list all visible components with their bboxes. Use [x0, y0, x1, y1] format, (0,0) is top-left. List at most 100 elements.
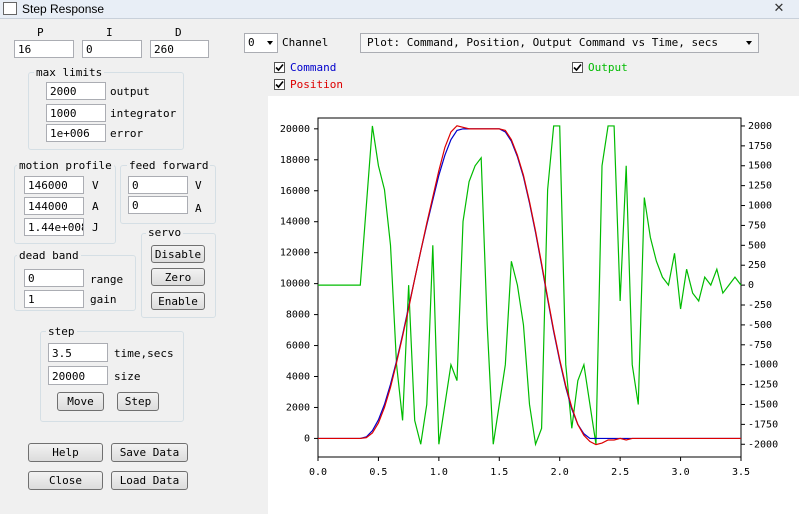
y-tick-label: 0	[304, 433, 310, 444]
field-label: integrator	[110, 107, 177, 120]
input[interactable]: 1e+006	[46, 124, 106, 142]
check-mark	[275, 80, 284, 89]
save-data-button[interactable]: Save Data	[111, 443, 188, 462]
legend-checkbox[interactable]	[572, 62, 583, 73]
close-button[interactable]: Close	[28, 471, 103, 490]
field-label: J	[92, 221, 99, 234]
y2-tick-label: -750	[748, 340, 772, 351]
field-label: output	[110, 85, 150, 98]
y2-tick-label: -1750	[748, 419, 778, 430]
i-input[interactable]: 0	[82, 40, 142, 58]
check-mark	[573, 63, 582, 72]
p-input[interactable]: 16	[14, 40, 74, 58]
y2-tick-label: -250	[748, 300, 772, 311]
input[interactable]: 1000	[46, 104, 106, 122]
y2-tick-label: 1750	[748, 141, 772, 152]
pid-label: D	[175, 26, 182, 39]
channel-value: 0	[248, 36, 255, 49]
disable-button[interactable]: Disable	[151, 245, 205, 263]
y-tick-label: 20000	[280, 124, 310, 135]
close-window[interactable]: ✕	[773, 0, 785, 15]
group-title: step	[46, 325, 77, 338]
y2-tick-label: -1250	[748, 380, 778, 391]
app-icon	[3, 2, 17, 15]
move-button[interactable]: Move	[57, 392, 104, 411]
enable-button[interactable]: Enable	[151, 292, 205, 310]
group-title: motion profile	[17, 159, 114, 172]
field-label: size	[114, 370, 141, 383]
input[interactable]: 144000	[24, 197, 84, 215]
input[interactable]: 2000	[46, 82, 106, 100]
y-tick-label: 12000	[280, 248, 310, 259]
y2-tick-label: 1250	[748, 181, 772, 192]
y2-tick-label: -1000	[748, 360, 778, 371]
y-tick-label: 10000	[280, 279, 310, 290]
group-title: servo	[146, 226, 184, 239]
legend-checkbox[interactable]	[274, 79, 285, 90]
help-button[interactable]: Help	[28, 443, 103, 462]
x-tick-label: 0.5	[369, 467, 387, 478]
plot-dropdown[interactable]: Plot: Command, Position, Output Command …	[360, 33, 759, 53]
x-tick-label: 1.5	[490, 467, 508, 478]
y2-tick-label: 750	[748, 220, 766, 231]
input[interactable]: 146000	[24, 176, 84, 194]
y-tick-label: 4000	[286, 372, 310, 383]
group-title: feed forward	[127, 159, 211, 172]
field-label: range	[90, 273, 124, 286]
y2-tick-label: 1000	[748, 201, 772, 212]
group-box	[40, 331, 184, 422]
field-label: V	[195, 179, 202, 192]
chart: 0.0 0.5 1.0 1.5 2.0 2.5 3.0 3.5 0 2000 4000 6000 800…	[280, 117, 778, 478]
field-label: A	[92, 200, 99, 213]
load-data-button[interactable]: Load Data	[111, 471, 188, 490]
dropdown-arrow	[267, 41, 273, 45]
pid-label: P	[37, 26, 44, 39]
field-label: error	[110, 127, 144, 140]
y2-tick-label: 2000	[748, 121, 772, 132]
y2-tick-label: 0	[748, 280, 754, 291]
input[interactable]: 1	[24, 290, 84, 308]
y-tick-label: 8000	[286, 310, 310, 321]
group-title: max limits	[34, 66, 105, 79]
y2-tick-label: 500	[748, 240, 766, 251]
field-label: gain	[90, 293, 117, 306]
legend-checkbox[interactable]	[274, 62, 285, 73]
input[interactable]: 0	[128, 176, 188, 194]
legend-label: Command	[290, 61, 337, 74]
pid-label: I	[106, 26, 113, 39]
y-tick-label: 18000	[280, 155, 310, 166]
input[interactable]: 1.44e+008	[24, 218, 84, 236]
x-tick-label: 0.0	[309, 467, 327, 478]
y-tick-label: 16000	[280, 186, 310, 197]
x-tick-label: 3.5	[732, 467, 750, 478]
series-line	[318, 125, 741, 446]
channel-dropdown[interactable]: 0	[244, 33, 278, 53]
y2-tick-label: -2000	[748, 439, 778, 450]
group-box	[120, 165, 216, 224]
x-tick-label: 2.0	[551, 467, 569, 478]
y-tick-label: 14000	[280, 217, 310, 228]
x-tick-label: 3.0	[672, 467, 690, 478]
input[interactable]: 0	[24, 269, 84, 287]
channel-label: Channel	[282, 36, 329, 49]
field-label: V	[92, 179, 99, 192]
input[interactable]: 0	[128, 196, 188, 214]
input[interactable]: 3.5	[48, 343, 108, 362]
x-tick-label: 2.5	[611, 467, 629, 478]
legend-label: Position	[290, 78, 343, 91]
legend-label: Output	[588, 61, 628, 74]
dropdown-arrow	[746, 41, 752, 45]
check-mark	[275, 63, 284, 72]
x-tick-label: 1.0	[430, 467, 448, 478]
y2-tick-label: 1500	[748, 161, 772, 172]
y-tick-label: 6000	[286, 341, 310, 352]
step-button[interactable]: Step	[117, 392, 159, 411]
field-label: time,secs	[114, 347, 174, 360]
zero-button[interactable]: Zero	[151, 268, 205, 286]
group-title: dead band	[17, 249, 81, 262]
y2-tick-label: -1500	[748, 399, 778, 410]
d-input[interactable]: 260	[150, 40, 209, 58]
input[interactable]: 20000	[48, 366, 108, 385]
plot-select-value: Plot: Command, Position, Output Command …	[367, 36, 718, 49]
